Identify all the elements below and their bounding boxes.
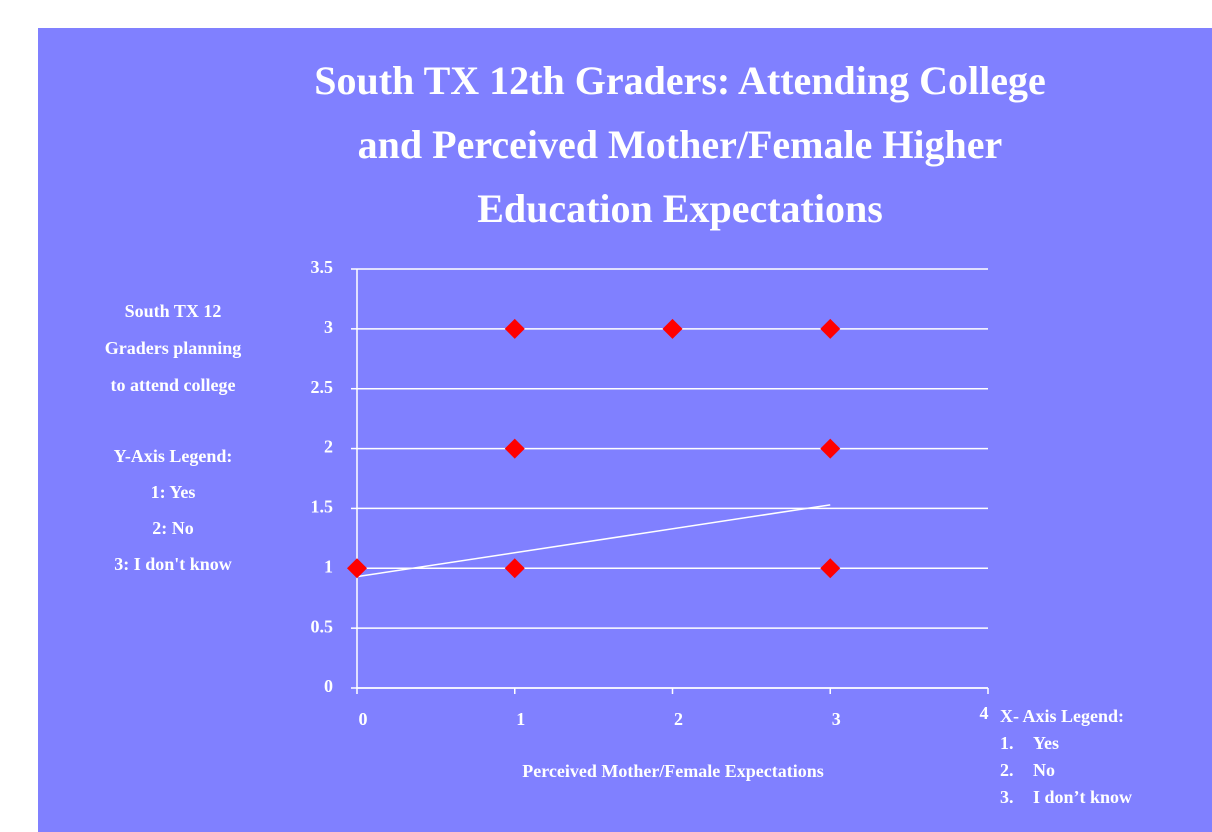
background: [38, 28, 1212, 832]
point: [662, 318, 683, 339]
y-legend-item: 3: I don't know: [114, 554, 232, 574]
y-annotation: to attend college: [111, 375, 236, 395]
chart-title: South TX 12th Graders: Attending College: [314, 58, 1046, 103]
chart-title: and Perceived Mother/Female Higher: [358, 122, 1003, 167]
y-tick-label: 2.5: [311, 377, 334, 397]
y-tick-label: 1.5: [311, 497, 334, 517]
x-legend-label: No: [1033, 760, 1055, 780]
y-tick-label: 3: [324, 317, 333, 337]
y-annotation: Graders planning: [105, 338, 242, 358]
x-legend-label: I don’t know: [1033, 787, 1132, 807]
point: [820, 318, 841, 339]
x-tick-label: 2: [674, 709, 683, 729]
y-annotation: South TX 12: [125, 301, 222, 321]
point: [347, 558, 367, 579]
x-legend-number: 3.: [1000, 787, 1014, 807]
y-tick-label: 3.5: [311, 257, 334, 277]
x-legend-title: X- Axis Legend:: [1000, 706, 1124, 726]
y-legend-item: 2: No: [152, 518, 194, 538]
chart-title: Education Expectations: [477, 186, 883, 231]
y-tick-label: 2: [324, 437, 333, 457]
x-tick-label: 3: [832, 709, 841, 729]
x-tick-label: 0: [359, 709, 368, 729]
y-tick-label: 1: [324, 556, 333, 576]
point: [504, 558, 525, 579]
point: [820, 558, 841, 579]
point: [504, 438, 525, 459]
x-axis-label: Perceived Mother/Female Expectations: [522, 761, 824, 781]
y-legend-title: Y-Axis Legend:: [114, 446, 233, 466]
trend-line: [356, 504, 831, 578]
y-tick-label: 0: [324, 676, 333, 696]
y-tick-label: 0.5: [311, 616, 334, 636]
point: [504, 318, 525, 339]
x-legend-number: 1.: [1000, 733, 1014, 753]
x-tick-label: 4: [980, 703, 989, 723]
y-legend-item: 1: Yes: [151, 482, 196, 502]
x-legend-number: 2.: [1000, 760, 1014, 780]
x-tick-label: 1: [516, 709, 525, 729]
x-legend-label: Yes: [1033, 733, 1059, 753]
point: [820, 438, 841, 459]
